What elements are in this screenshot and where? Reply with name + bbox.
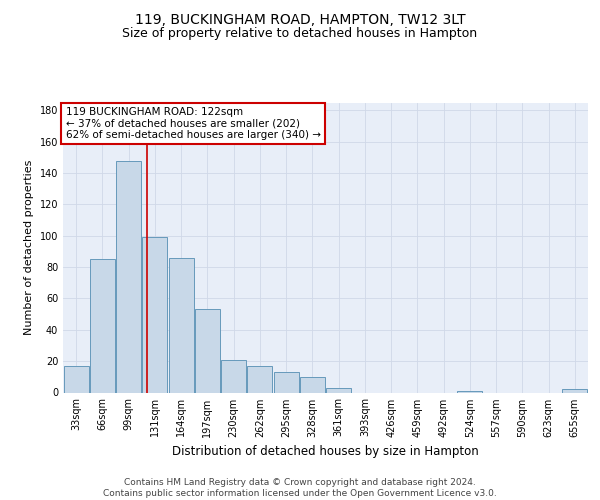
Bar bbox=[142, 238, 167, 392]
Bar bbox=[247, 366, 272, 392]
Bar bbox=[326, 388, 351, 392]
Bar bbox=[274, 372, 299, 392]
Bar bbox=[116, 160, 141, 392]
Y-axis label: Number of detached properties: Number of detached properties bbox=[24, 160, 34, 335]
Bar bbox=[300, 377, 325, 392]
Bar bbox=[169, 258, 194, 392]
Bar bbox=[64, 366, 89, 392]
Bar bbox=[221, 360, 246, 392]
Text: Contains HM Land Registry data © Crown copyright and database right 2024.
Contai: Contains HM Land Registry data © Crown c… bbox=[103, 478, 497, 498]
Bar bbox=[457, 391, 482, 392]
Text: Size of property relative to detached houses in Hampton: Size of property relative to detached ho… bbox=[122, 26, 478, 40]
X-axis label: Distribution of detached houses by size in Hampton: Distribution of detached houses by size … bbox=[172, 445, 479, 458]
Text: 119 BUCKINGHAM ROAD: 122sqm
← 37% of detached houses are smaller (202)
62% of se: 119 BUCKINGHAM ROAD: 122sqm ← 37% of det… bbox=[65, 107, 320, 140]
Bar bbox=[195, 310, 220, 392]
Bar bbox=[90, 260, 115, 392]
Bar bbox=[562, 390, 587, 392]
Text: 119, BUCKINGHAM ROAD, HAMPTON, TW12 3LT: 119, BUCKINGHAM ROAD, HAMPTON, TW12 3LT bbox=[134, 12, 466, 26]
